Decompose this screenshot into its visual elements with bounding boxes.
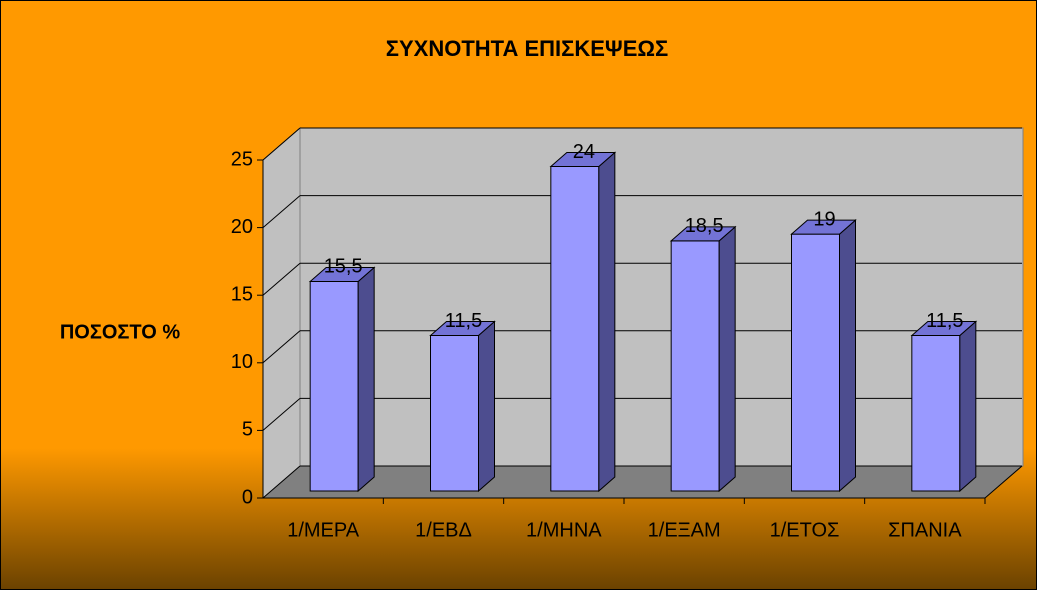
bar-face (959, 320, 977, 493)
grid-line (262, 465, 301, 499)
x-tick-label: 1/ΕΤΟΣ (770, 519, 840, 541)
x-tick-label: 1/ΜΕΡΑ (287, 519, 360, 541)
bar-face (911, 335, 961, 492)
bar-face (430, 335, 479, 492)
y-axis-label: ΠΟΣΟΣΤΟ % (60, 321, 181, 343)
x-tick-label: 1/ΕΞΑΜ (648, 519, 721, 541)
bar-face (308, 266, 376, 282)
bar (910, 320, 978, 493)
x-tick-label: 1/ΜΗΝΑ (526, 519, 602, 541)
bar-face (429, 321, 496, 337)
bar (308, 266, 376, 493)
data-label: 11,5 (926, 310, 963, 332)
side-wall (262, 126, 301, 500)
grid-line (262, 330, 301, 364)
bar-face (670, 240, 720, 492)
data-label: 11,5 (445, 310, 482, 332)
x-tick-label: ΣΠΑΝΙΑ (888, 519, 962, 541)
data-label: 18,5 (685, 215, 724, 237)
bar-face (791, 233, 840, 492)
y-tick-label: 0 (242, 486, 253, 508)
floor-edge (984, 465, 1023, 499)
bar-face (790, 219, 857, 235)
grid-line (262, 398, 301, 431)
grid-line (262, 262, 301, 296)
data-label: 19 (813, 208, 835, 230)
data-label: 24 (573, 141, 595, 163)
bar-face (357, 266, 375, 493)
bar-face (309, 280, 359, 492)
y-tick-label: 20 (231, 216, 253, 238)
bar-face (598, 151, 616, 493)
y-tick-label: 5 (242, 419, 253, 441)
floor (263, 466, 1023, 498)
y-tick-label: 25 (231, 148, 253, 170)
bar (549, 151, 617, 493)
y-tick-label: 10 (231, 351, 253, 373)
x-tick-label: 1/ΕΒΔ (415, 519, 472, 541)
y-tick-label: 15 (231, 283, 253, 305)
bar-face (718, 225, 736, 493)
chart-title: ΣΥΧΝΟΤΗΤΑ ΕΠΙΣΚΕΨΕΩΣ (386, 36, 668, 61)
data-label: 15,5 (324, 256, 363, 278)
bar-face (478, 320, 495, 493)
bar-face (839, 219, 856, 493)
bar-face (910, 321, 978, 337)
grid-line (262, 195, 301, 228)
bar (790, 219, 857, 493)
bar-face (669, 226, 737, 242)
bar-face (550, 166, 600, 492)
bar-face (549, 152, 617, 168)
bar (669, 225, 737, 493)
bar (429, 320, 496, 493)
grid-line (262, 127, 301, 161)
